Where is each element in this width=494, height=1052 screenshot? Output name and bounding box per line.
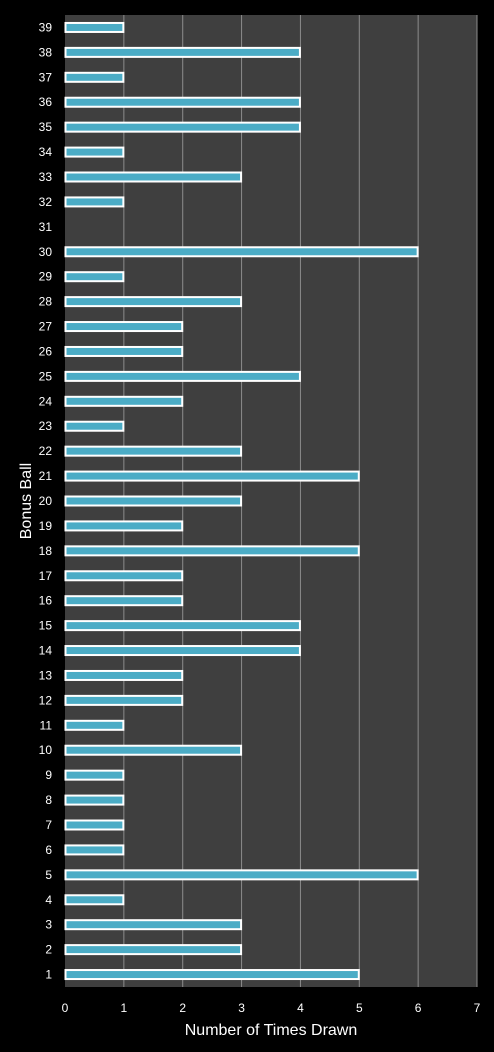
bar	[64, 969, 360, 981]
bar	[64, 146, 125, 158]
y-axis-title: Bonus Ball	[18, 463, 35, 540]
y-tick-label: 22	[39, 444, 53, 458]
y-tick-label: 39	[39, 20, 53, 34]
x-tick-label: 3	[238, 1001, 245, 1015]
y-tick-label: 23	[39, 419, 53, 433]
y-tick-label: 29	[39, 270, 53, 284]
y-tick-label: 38	[39, 45, 53, 59]
bar	[64, 271, 125, 283]
bar	[64, 869, 419, 881]
bar	[64, 96, 301, 108]
y-tick-labels: 1234567891011121314151617181920212223242…	[39, 20, 53, 981]
bar	[64, 121, 301, 133]
y-tick-label: 26	[39, 344, 53, 358]
bars	[64, 21, 419, 981]
y-tick-label: 35	[39, 120, 53, 134]
y-tick-label: 24	[39, 394, 53, 408]
bar	[64, 794, 125, 806]
bar	[64, 744, 243, 756]
y-tick-label: 17	[39, 569, 53, 583]
bar	[64, 545, 360, 557]
bar	[64, 71, 125, 83]
bar	[64, 345, 184, 357]
y-tick-label: 14	[39, 644, 53, 658]
x-tick-label: 0	[62, 1001, 69, 1015]
bar	[64, 694, 184, 706]
y-tick-label: 6	[45, 843, 52, 857]
y-tick-label: 8	[45, 793, 52, 807]
bar	[64, 919, 243, 931]
y-tick-label: 20	[39, 494, 53, 508]
bar	[64, 844, 125, 856]
x-tick-label: 5	[356, 1001, 363, 1015]
x-tick-label: 1	[121, 1001, 128, 1015]
y-tick-label: 11	[40, 718, 53, 732]
bar	[64, 620, 301, 632]
bar	[64, 21, 125, 33]
bar	[64, 370, 301, 382]
y-tick-label: 10	[39, 743, 53, 757]
y-tick-label: 33	[39, 170, 53, 184]
y-tick-label: 4	[45, 893, 52, 907]
bar	[64, 769, 125, 781]
x-tick-labels: 0 1 2 3 4 5 6 7	[62, 1001, 481, 1015]
bar	[64, 246, 419, 258]
y-tick-label: 27	[39, 320, 53, 334]
y-tick-label: 7	[45, 818, 52, 832]
y-tick-label: 25	[39, 369, 53, 383]
x-tick-label: 4	[297, 1001, 304, 1015]
bar	[64, 570, 184, 582]
y-tick-label: 16	[39, 594, 53, 608]
x-tick-label: 6	[415, 1001, 422, 1015]
bar	[64, 420, 125, 432]
bar	[64, 470, 360, 482]
y-tick-label: 15	[39, 619, 53, 633]
bar	[64, 944, 243, 956]
y-tick-label: 32	[39, 195, 53, 209]
bar	[64, 46, 301, 58]
y-tick-label: 34	[39, 145, 53, 159]
x-tick-label: 2	[179, 1001, 186, 1015]
y-tick-label: 21	[39, 469, 53, 483]
y-tick-label: 1	[45, 968, 52, 982]
y-tick-label: 12	[39, 693, 53, 707]
bar	[64, 645, 301, 657]
bar	[64, 719, 125, 731]
y-tick-label: 2	[45, 943, 52, 957]
y-tick-label: 3	[45, 918, 52, 932]
x-tick-label: 7	[474, 1001, 481, 1015]
bar	[64, 196, 125, 208]
bar	[64, 395, 184, 407]
bar	[64, 894, 125, 906]
bar	[64, 669, 184, 681]
bar	[64, 520, 184, 532]
bar	[64, 171, 243, 183]
bar	[64, 321, 184, 333]
y-tick-label: 19	[39, 519, 53, 533]
y-tick-label: 18	[39, 544, 53, 558]
y-tick-label: 13	[39, 668, 53, 682]
y-tick-label: 31	[39, 220, 53, 234]
y-tick-label: 36	[39, 95, 53, 109]
y-tick-label: 37	[39, 70, 53, 84]
bar	[64, 495, 243, 507]
bar	[64, 819, 125, 831]
x-axis-title: Number of Times Drawn	[185, 1022, 358, 1039]
bar	[64, 445, 243, 457]
bar	[64, 296, 243, 308]
y-tick-label: 9	[45, 768, 52, 782]
y-tick-label: 28	[39, 295, 53, 309]
bar	[64, 595, 184, 607]
y-tick-label: 30	[39, 245, 53, 259]
y-tick-label: 5	[45, 868, 52, 882]
